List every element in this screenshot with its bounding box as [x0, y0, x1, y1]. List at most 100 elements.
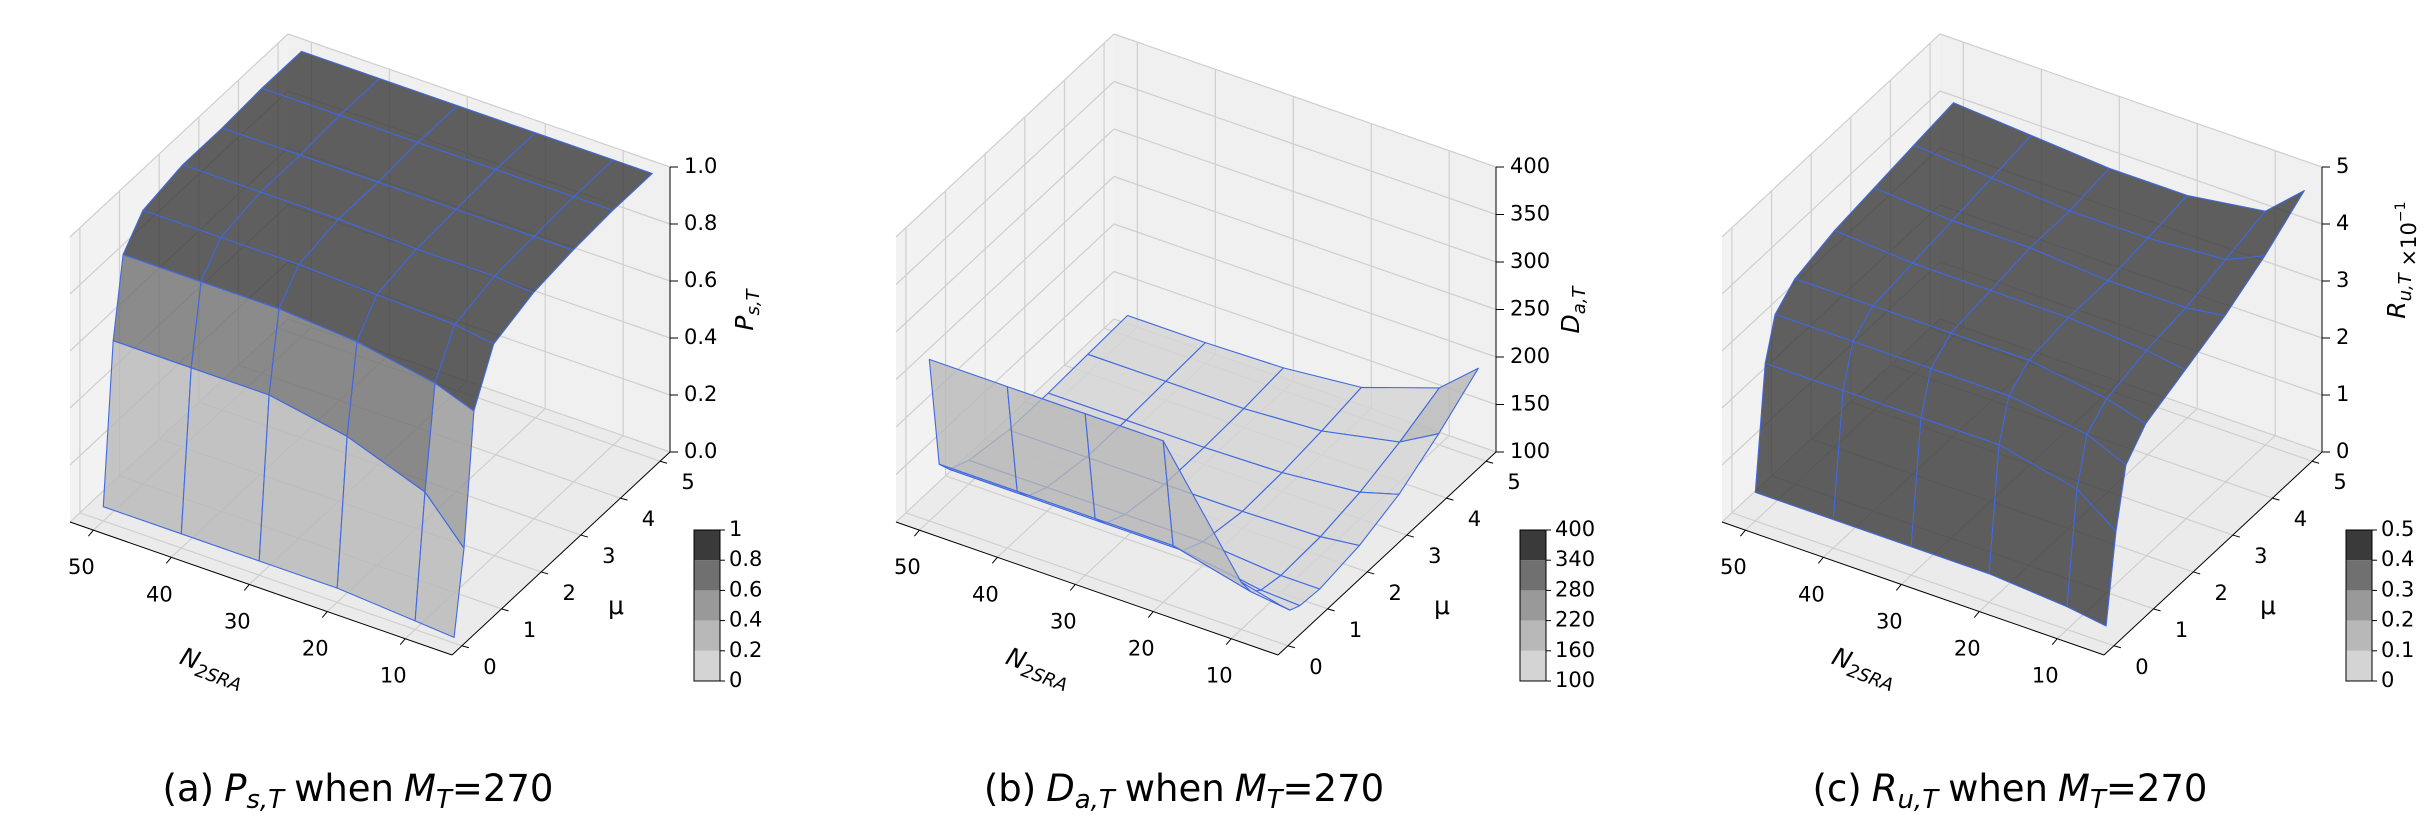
z-tick-label: 350	[1510, 202, 1550, 226]
colorbar-tick-label: 1	[729, 517, 742, 541]
z-tick-label: 250	[1510, 297, 1550, 321]
caption-label: (b)	[984, 767, 1036, 810]
x-tick-label: 20	[302, 637, 329, 661]
x-tick	[991, 556, 998, 564]
x-tick	[165, 556, 172, 564]
surface-cell	[1832, 390, 1922, 548]
x-tick	[914, 529, 920, 537]
colorbar-tick-label: 340	[1555, 547, 1595, 571]
y-tick-label: 4	[2294, 507, 2307, 531]
z-label-main: P	[730, 315, 759, 331]
colorbar-tick-label: 0.6	[729, 577, 762, 601]
axis-line	[2103, 451, 2323, 656]
z-label-sub: a,T	[1569, 284, 1590, 314]
z-tick-label: 5	[2336, 154, 2349, 178]
z-tick-label: 3	[2336, 268, 2349, 292]
grid-line	[895, 176, 1115, 380]
x-axis-label: N2SRA	[1001, 642, 1075, 697]
z-tick-label: 100	[1510, 439, 1550, 463]
colorbar-tick-label: 0	[2381, 668, 2394, 692]
offset-main: ×10	[2397, 222, 2421, 266]
y-tick	[2113, 645, 2122, 649]
axis-line	[1721, 521, 2105, 656]
colorbar-band	[1520, 590, 1546, 621]
panel: 10 20 30 40 50 0 1 2 3 4 5 100 150 200 250 300 350 400 N2S…	[894, 33, 1595, 815]
y-axis-label: μ	[1434, 591, 1450, 620]
caption-m-sub: T	[436, 785, 454, 815]
colorbar-frame	[693, 529, 721, 682]
z-tick-label: 0.4	[684, 325, 717, 349]
grid-line	[1113, 80, 1497, 216]
surface-cell	[2066, 488, 2117, 627]
surface-cell	[102, 340, 192, 535]
x-tick-label: 30	[224, 609, 251, 633]
x-label-sub: 2SRA	[1844, 660, 1896, 696]
z-tick-label: 0.2	[684, 382, 717, 406]
y-tick	[1406, 534, 1414, 538]
panel: 10203040500123450.00.20.40.60.81.0N2SRAμ…	[68, 33, 764, 815]
grid-line	[895, 128, 1115, 333]
colorbar-tick-label: 100	[1555, 668, 1595, 692]
z-tick-label: 0.8	[684, 211, 717, 235]
caption-var: P	[224, 767, 247, 810]
y-tick-label: 2	[562, 581, 575, 605]
grid-line	[287, 33, 671, 168]
z-label-sub: u,T	[2395, 271, 2416, 301]
colorbar-band	[1520, 560, 1546, 591]
colorbar-band	[694, 530, 720, 561]
x-tick	[1895, 584, 1902, 591]
x-tick-label: 10	[380, 664, 407, 688]
y-tick	[1367, 571, 1375, 575]
colorbar-tick-label: 220	[1555, 608, 1595, 632]
grid-line	[1113, 128, 1497, 263]
y-tick-label: 1	[2175, 618, 2188, 642]
colorbar-band	[2346, 530, 2372, 561]
x-tick	[399, 638, 406, 646]
x-tick-label: 10	[1206, 664, 1233, 688]
z-axis-label: Ru,T	[2382, 271, 2416, 319]
grid-line	[1731, 512, 2115, 647]
surface-cell	[1910, 417, 2000, 575]
x-label-sub: 2SRA	[1018, 660, 1070, 696]
y-tick-label: 1	[523, 618, 536, 642]
x-axis-label: N2SRA	[175, 642, 249, 697]
y-tick	[461, 645, 470, 649]
surface-cell	[180, 367, 270, 562]
colorbar-band	[2346, 620, 2372, 651]
x-tick	[1817, 556, 1824, 564]
y-tick	[580, 534, 588, 538]
x-tick-label: 50	[68, 555, 95, 579]
caption-label: (c)	[1813, 767, 1862, 810]
y-tick	[1446, 497, 1454, 501]
x-tick	[1069, 584, 1076, 591]
colorbar-band	[2346, 650, 2372, 681]
caption-text: when	[1125, 767, 1225, 810]
y-tick	[501, 608, 509, 612]
caption-var: R	[1872, 767, 1898, 810]
x-tick-label: 20	[1128, 637, 1155, 661]
grid-line	[69, 33, 289, 238]
y-tick-label: 4	[1468, 507, 1481, 531]
z-tick-label: 4	[2336, 211, 2349, 235]
colorbar-tick-label: 160	[1555, 638, 1595, 662]
y-tick-label: 4	[642, 507, 655, 531]
z-tick-label: 0.6	[684, 268, 717, 292]
colorbar-tick-label: 0.3	[2381, 577, 2414, 601]
colorbar-band	[2346, 590, 2372, 621]
caption: (a) Ps,T when MT=270	[163, 767, 554, 815]
y-tick-label: 5	[1507, 470, 1520, 494]
grid-line	[1113, 223, 1497, 358]
y-tick	[541, 571, 549, 575]
y-tick	[620, 497, 628, 501]
grid-line	[1113, 33, 1497, 168]
grid-line	[895, 33, 1115, 238]
caption: (b) Da,T when MT=270	[984, 767, 1384, 815]
x-tick-label: 40	[146, 582, 173, 606]
y-tick	[1485, 460, 1494, 464]
grid-line	[1939, 90, 2323, 225]
caption-eq: =270	[1283, 767, 1385, 810]
y-tick	[2232, 534, 2240, 538]
z-axis-label: Da,T	[1556, 284, 1590, 333]
y-tick-label: 0	[2135, 655, 2148, 679]
